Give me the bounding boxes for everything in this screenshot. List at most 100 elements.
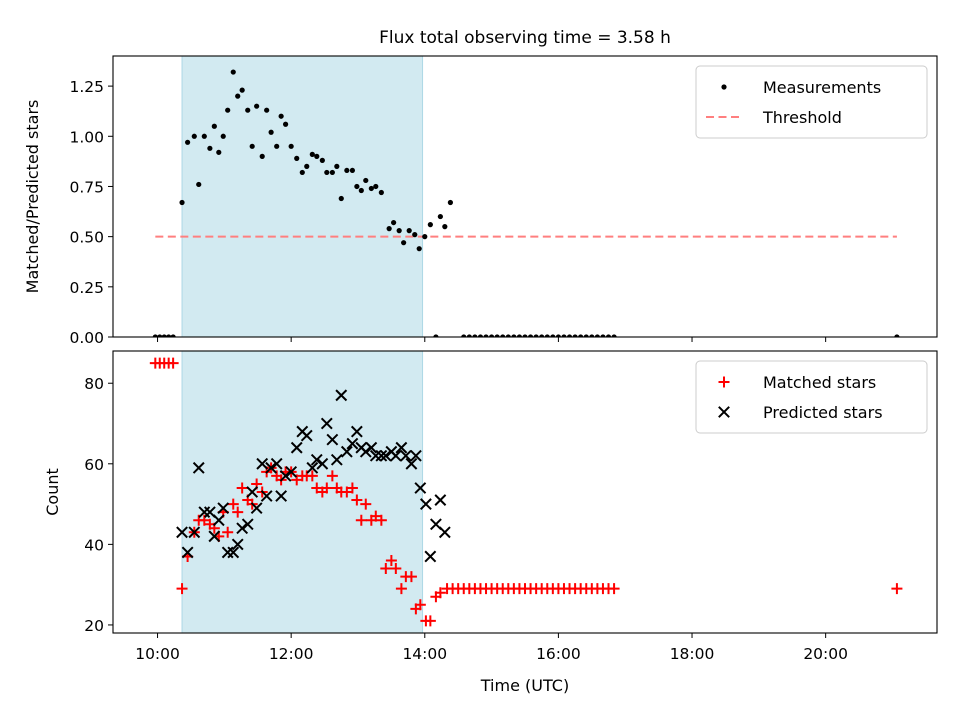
measurement-point <box>230 69 236 75</box>
measurement-point <box>511 334 517 337</box>
matched-star-point <box>891 583 903 595</box>
measurement-point <box>416 246 422 252</box>
measurement-point <box>572 334 578 337</box>
measurement-point <box>594 334 600 337</box>
measurement-point <box>358 187 364 194</box>
measurement-point <box>589 334 595 337</box>
predicted-star-point <box>335 389 348 402</box>
predicted-star-point <box>424 550 437 563</box>
measurement-point <box>249 143 255 149</box>
measurement-point <box>334 163 340 169</box>
measurement-point <box>254 103 260 109</box>
measurement-point <box>396 228 402 234</box>
measurement-point <box>201 133 207 139</box>
measurement-point <box>555 334 562 337</box>
y-axis-label: Count <box>43 468 62 516</box>
matched-star-point <box>306 470 318 482</box>
measurement-point <box>466 334 472 337</box>
measurement-point <box>170 334 176 337</box>
matched-star-point <box>375 514 387 526</box>
measurement-point <box>566 334 573 337</box>
measurement-point <box>288 143 294 149</box>
predicted-star-point <box>346 437 359 450</box>
measurement-point <box>522 334 528 337</box>
matched-star-point <box>311 482 323 494</box>
measurement-point <box>373 183 379 190</box>
predicted-star-point <box>375 449 388 462</box>
measurement-point <box>344 167 350 174</box>
predicted-star-point <box>188 526 201 539</box>
predicted-star-point <box>265 461 278 474</box>
measurement-point <box>211 123 217 129</box>
x-tick-label: 12:00 <box>269 645 314 663</box>
predicted-star-point <box>208 530 221 543</box>
predicted-star-point <box>405 457 418 470</box>
predicted-star-point <box>359 445 372 458</box>
measurement-point <box>461 334 467 337</box>
measurement-point <box>324 169 330 176</box>
measurement-point <box>527 334 534 337</box>
x-tick-label: 20:00 <box>803 645 848 663</box>
matched-star-point <box>608 583 620 595</box>
predicted-star-point <box>290 441 303 454</box>
measurement-point <box>268 129 274 135</box>
predicted-star-point <box>227 546 240 559</box>
x-tick-label: 10:00 <box>135 645 180 663</box>
predicted-star-point <box>320 417 333 430</box>
legend-label: Threshold <box>762 108 842 127</box>
measurement-point <box>544 334 550 337</box>
axes-frame <box>112 350 938 634</box>
predicted-star-point <box>285 465 298 478</box>
matched-star-point <box>395 583 407 595</box>
matched-star-point <box>390 563 402 575</box>
legend-label: Predicted stars <box>763 403 883 422</box>
matched-star-point <box>176 583 188 595</box>
measurement-point <box>422 234 428 240</box>
observing-interval-shade <box>181 55 424 338</box>
legend-marker <box>718 406 730 418</box>
predicted-star-point <box>365 441 378 454</box>
y-tick-label: 0.25 <box>69 279 104 297</box>
measurement-point <box>259 153 265 159</box>
measurement-point <box>299 169 305 176</box>
predicted-star-point <box>310 453 323 466</box>
predicted-star-point <box>326 433 339 446</box>
predicted-star-point <box>275 490 288 502</box>
legend-label: Measurements <box>763 78 881 97</box>
measurement-point <box>191 133 197 139</box>
y-tick-label: 80 <box>84 375 104 393</box>
measurement-point <box>157 334 163 337</box>
measurement-point <box>494 334 500 337</box>
matched-star-point <box>424 615 436 627</box>
matched-star-point <box>434 587 446 599</box>
matched-star-point <box>236 482 248 494</box>
measurement-point <box>447 199 453 206</box>
measurement-point <box>401 240 407 246</box>
measurement-point <box>488 334 495 337</box>
x-tick-label: 18:00 <box>670 645 715 663</box>
predicted-star-point <box>246 486 259 498</box>
measurement-point <box>550 334 556 337</box>
predicted-star-point <box>306 461 319 474</box>
y-tick-label: 1.25 <box>69 78 104 96</box>
predicted-star-point <box>399 449 412 462</box>
matched-star-point <box>346 482 358 494</box>
x-tick-label: 14:00 <box>402 645 447 663</box>
measurement-point <box>166 334 172 337</box>
data-marks <box>152 69 900 337</box>
measurement-point <box>329 169 335 176</box>
measurement-point <box>274 143 280 149</box>
ratio-panel: 0.00 0.25 0.50 0.75 1.00 1.25 Matched/Predicte… <box>23 55 938 347</box>
measurement-point <box>406 228 412 234</box>
predicted-star-point <box>231 538 244 551</box>
matched-star-point <box>370 510 382 522</box>
legend: Matched stars Predicted stars <box>695 360 928 434</box>
data-marks <box>149 357 903 627</box>
measurement-point <box>294 155 300 161</box>
predicted-star-point <box>438 526 451 539</box>
measurement-point <box>378 189 384 196</box>
measurement-point <box>282 121 289 127</box>
predicted-star-point <box>316 457 329 470</box>
predicted-star-point <box>389 449 402 462</box>
measurement-point <box>483 334 489 337</box>
